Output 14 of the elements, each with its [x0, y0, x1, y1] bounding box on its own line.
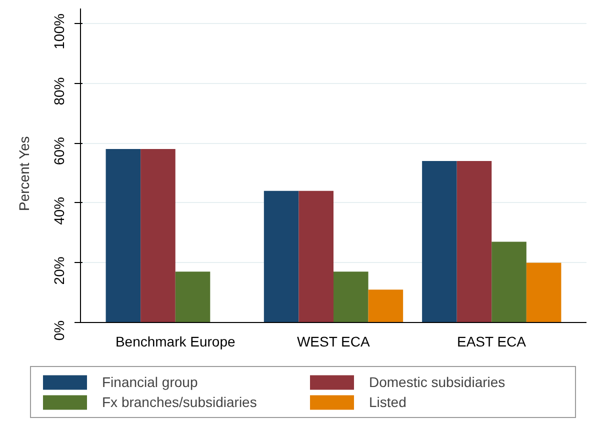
- y-axis-title: Percent Yes: [16, 136, 32, 211]
- legend-label: Listed: [369, 394, 408, 410]
- y-tick-label: 60%: [51, 137, 67, 166]
- legend-label: Fx branches/subsidiaries: [102, 394, 258, 410]
- y-tick-label: 80%: [51, 77, 67, 106]
- y-tick-label: 100%: [51, 14, 67, 50]
- y-tick-label: 20%: [51, 256, 67, 285]
- x-tick-label: Benchmark Europe: [115, 334, 236, 350]
- x-tick-label: WEST ECA: [296, 334, 370, 350]
- x-tick-label: EAST ECA: [457, 334, 527, 350]
- y-tick-label: 0%: [51, 320, 67, 341]
- legend-label: Domestic subsidiaries: [369, 374, 506, 390]
- legend-label: Financial group: [102, 374, 199, 390]
- y-tick-label: 40%: [51, 196, 67, 225]
